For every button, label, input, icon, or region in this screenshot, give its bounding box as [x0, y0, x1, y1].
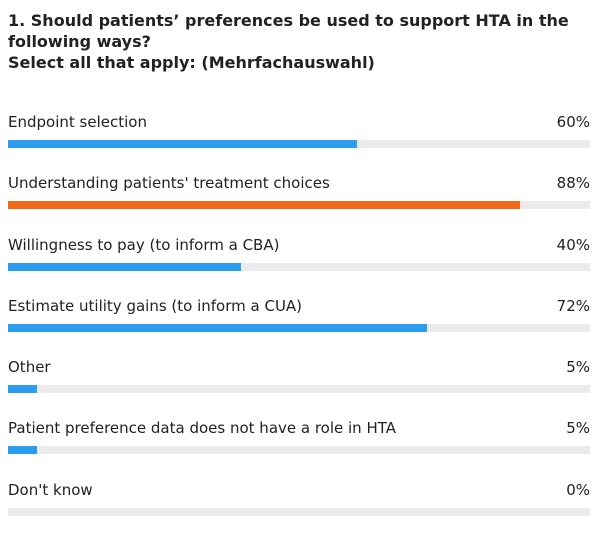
bar-track: [8, 446, 590, 455]
poll-option-row: Other 5%: [8, 357, 590, 418]
question-line-3: Select all that apply: (Mehrfachauswahl): [8, 53, 375, 72]
option-label: Estimate utility gains (to inform a CUA): [8, 296, 303, 315]
poll-option-row: Understanding patients' treatment choice…: [8, 173, 590, 234]
option-label: Understanding patients' treatment choice…: [8, 174, 330, 193]
option-percentage: 5%: [566, 419, 590, 438]
poll-option-row: Endpoint selection 60%: [8, 112, 590, 173]
question-line-2: following ways?: [8, 32, 151, 51]
bar-track: [8, 140, 590, 148]
bar-fill: [8, 446, 37, 455]
bar-track: [8, 385, 590, 394]
option-percentage: 60%: [556, 113, 590, 131]
option-percentage: 0%: [566, 480, 590, 499]
option-label: Endpoint selection: [8, 113, 147, 131]
poll-option-row: Estimate utility gains (to inform a CUA)…: [8, 296, 590, 357]
bar-track: [8, 323, 590, 332]
question-line-1: 1. Should patients’ preferences be used …: [8, 11, 569, 30]
poll-option-row: Don't know 0%: [8, 480, 590, 541]
bar-track: [8, 507, 590, 516]
bar-fill: [8, 262, 241, 271]
option-label: Willingness to pay (to inform a CBA): [8, 235, 280, 254]
option-percentage: 40%: [556, 235, 590, 254]
poll-option-row: Willingness to pay (to inform a CBA) 40%: [8, 235, 590, 296]
option-label: Don't know: [8, 480, 93, 499]
bar-fill: [8, 140, 357, 148]
option-percentage: 72%: [556, 296, 590, 315]
bar-track: [8, 201, 590, 210]
bar-fill: [8, 201, 520, 210]
poll-option-row: Patient preference data does not have a …: [8, 418, 590, 479]
poll-results: Endpoint selection 60% Understanding patie…: [8, 112, 590, 541]
option-label: Patient preference data does not have a …: [8, 419, 397, 438]
question-title: 1. Should patients’ preferences be used …: [8, 10, 603, 73]
option-label: Other: [8, 358, 51, 377]
bar-fill: [8, 323, 427, 332]
option-percentage: 5%: [566, 358, 590, 377]
bar-track: [8, 262, 590, 271]
option-percentage: 88%: [556, 174, 590, 193]
bar-fill: [8, 385, 37, 394]
